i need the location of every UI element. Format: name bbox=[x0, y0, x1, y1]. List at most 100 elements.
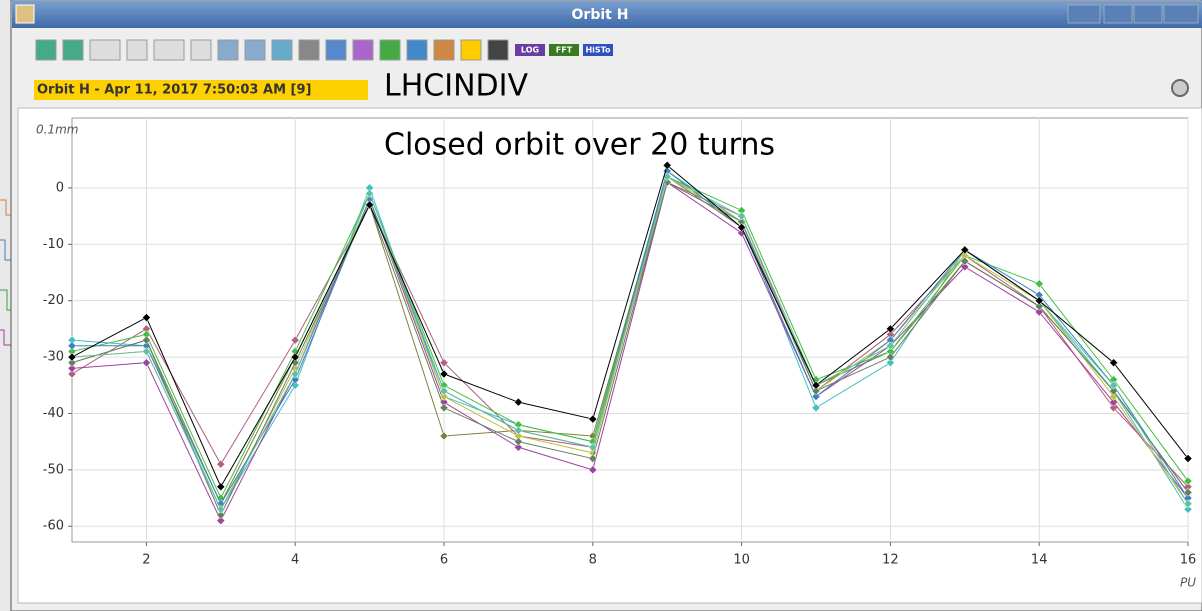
data-point bbox=[811, 380, 821, 390]
toolbar-button[interactable] bbox=[406, 39, 428, 61]
data-point bbox=[811, 403, 821, 413]
data-point bbox=[737, 223, 746, 232]
data-point bbox=[1034, 307, 1044, 317]
data-point bbox=[67, 352, 77, 362]
minimize-button[interactable] bbox=[1103, 4, 1133, 24]
x-tick-label: 12 bbox=[882, 553, 899, 568]
data-point bbox=[365, 200, 374, 210]
toolbar-button[interactable] bbox=[153, 39, 185, 61]
y-tick-label: -20 bbox=[43, 293, 64, 308]
y-axis-label: 0.1mm bbox=[36, 123, 78, 137]
series-line bbox=[71, 164, 1189, 488]
data-point bbox=[886, 324, 895, 334]
data-point bbox=[290, 369, 300, 379]
data-point bbox=[514, 437, 523, 446]
app-icon[interactable] bbox=[15, 4, 35, 24]
data-point bbox=[960, 256, 970, 266]
y-tick-label: -50 bbox=[43, 462, 64, 477]
maximize-button[interactable] bbox=[1133, 4, 1163, 24]
data-point bbox=[1034, 279, 1044, 289]
close-button[interactable] bbox=[1163, 4, 1199, 24]
toolbar-button[interactable] bbox=[487, 39, 509, 61]
data-point bbox=[365, 189, 374, 198]
series-line bbox=[71, 181, 1189, 522]
data-point bbox=[886, 358, 895, 368]
toolbar-button-label: HiSTo bbox=[585, 46, 611, 55]
toolbar-button[interactable] bbox=[379, 39, 401, 61]
x-tick-label: 6 bbox=[440, 553, 448, 568]
toolbar-button[interactable] bbox=[126, 39, 148, 61]
toolbar-button-label: LOG bbox=[521, 46, 539, 55]
plot-area bbox=[71, 117, 1189, 543]
toolbar-button[interactable] bbox=[515, 44, 545, 56]
data-point bbox=[811, 386, 821, 396]
settings-icon[interactable] bbox=[1171, 79, 1189, 97]
machine-label: LHCINDIV bbox=[384, 69, 528, 104]
data-point bbox=[1109, 380, 1118, 390]
data-point bbox=[67, 363, 77, 373]
data-point bbox=[1183, 454, 1193, 463]
series-line bbox=[71, 181, 1189, 517]
toolbar-button[interactable] bbox=[62, 39, 84, 61]
data-point bbox=[439, 369, 449, 379]
y-tick-label: -10 bbox=[43, 237, 64, 252]
data-point bbox=[1109, 403, 1118, 413]
toolbar-button[interactable] bbox=[298, 39, 320, 61]
x-tick-label: 16 bbox=[1180, 553, 1197, 568]
data-point bbox=[290, 335, 300, 345]
data-point bbox=[216, 459, 226, 469]
data-point bbox=[1034, 296, 1044, 306]
toolbar-button[interactable] bbox=[549, 44, 579, 56]
data-point bbox=[588, 414, 598, 424]
data-point bbox=[142, 335, 151, 345]
toolbar-button[interactable] bbox=[352, 39, 374, 61]
toolbar-button[interactable] bbox=[35, 39, 57, 61]
pin-button[interactable] bbox=[1067, 4, 1101, 24]
data-point bbox=[1183, 504, 1193, 514]
tag-label: Orbit H - Apr 11, 2017 7:50:03 AM [9] bbox=[37, 83, 311, 98]
data-point bbox=[439, 403, 449, 413]
data-point bbox=[216, 504, 226, 514]
data-point bbox=[1183, 488, 1193, 497]
data-point bbox=[1183, 499, 1193, 509]
data-point bbox=[1034, 301, 1044, 311]
annotation: Closed orbit over 20 turns bbox=[384, 128, 775, 163]
x-tick-label: 2 bbox=[142, 553, 150, 568]
data-point bbox=[960, 262, 970, 272]
data-point bbox=[67, 341, 77, 351]
data-point bbox=[290, 352, 300, 362]
data-point bbox=[67, 358, 77, 368]
data-point bbox=[886, 352, 895, 362]
x-tick-label: 10 bbox=[733, 553, 750, 568]
data-point bbox=[439, 431, 449, 441]
data-point bbox=[811, 392, 821, 401]
data-point bbox=[1183, 476, 1193, 486]
toolbar-button[interactable] bbox=[433, 39, 455, 61]
data-point bbox=[439, 392, 449, 401]
window-title: Orbit H bbox=[572, 7, 629, 23]
toolbar-button[interactable] bbox=[271, 39, 293, 61]
plot: -60 -50 -40 -30 -20 -10 0 2 4 6 8 10 12 14 16 0.1mm PU Cl… bbox=[36, 117, 1197, 590]
toolbar-button[interactable] bbox=[244, 39, 266, 61]
window-controls bbox=[1067, 4, 1199, 24]
toolbar-button-label: FFT bbox=[556, 46, 573, 55]
x-tick-label: 4 bbox=[291, 553, 299, 568]
toolbar-button[interactable] bbox=[460, 39, 482, 61]
toolbar-button[interactable] bbox=[325, 39, 347, 61]
data-point bbox=[216, 510, 226, 520]
background-window bbox=[0, 0, 12, 611]
toolbar-button[interactable] bbox=[190, 39, 212, 61]
data-point bbox=[142, 313, 151, 322]
data-point bbox=[216, 516, 226, 525]
toolbar-button[interactable] bbox=[89, 39, 121, 61]
toolbar-button[interactable] bbox=[583, 44, 613, 56]
data-point bbox=[960, 245, 970, 255]
x-tick-label: 8 bbox=[589, 553, 597, 568]
data-point bbox=[886, 341, 895, 351]
data-point bbox=[662, 177, 672, 187]
y-tick-label: -30 bbox=[43, 350, 64, 365]
toolbar-button[interactable] bbox=[217, 39, 239, 61]
data-point bbox=[588, 454, 598, 463]
data-point bbox=[67, 369, 77, 379]
data-point bbox=[216, 482, 226, 492]
